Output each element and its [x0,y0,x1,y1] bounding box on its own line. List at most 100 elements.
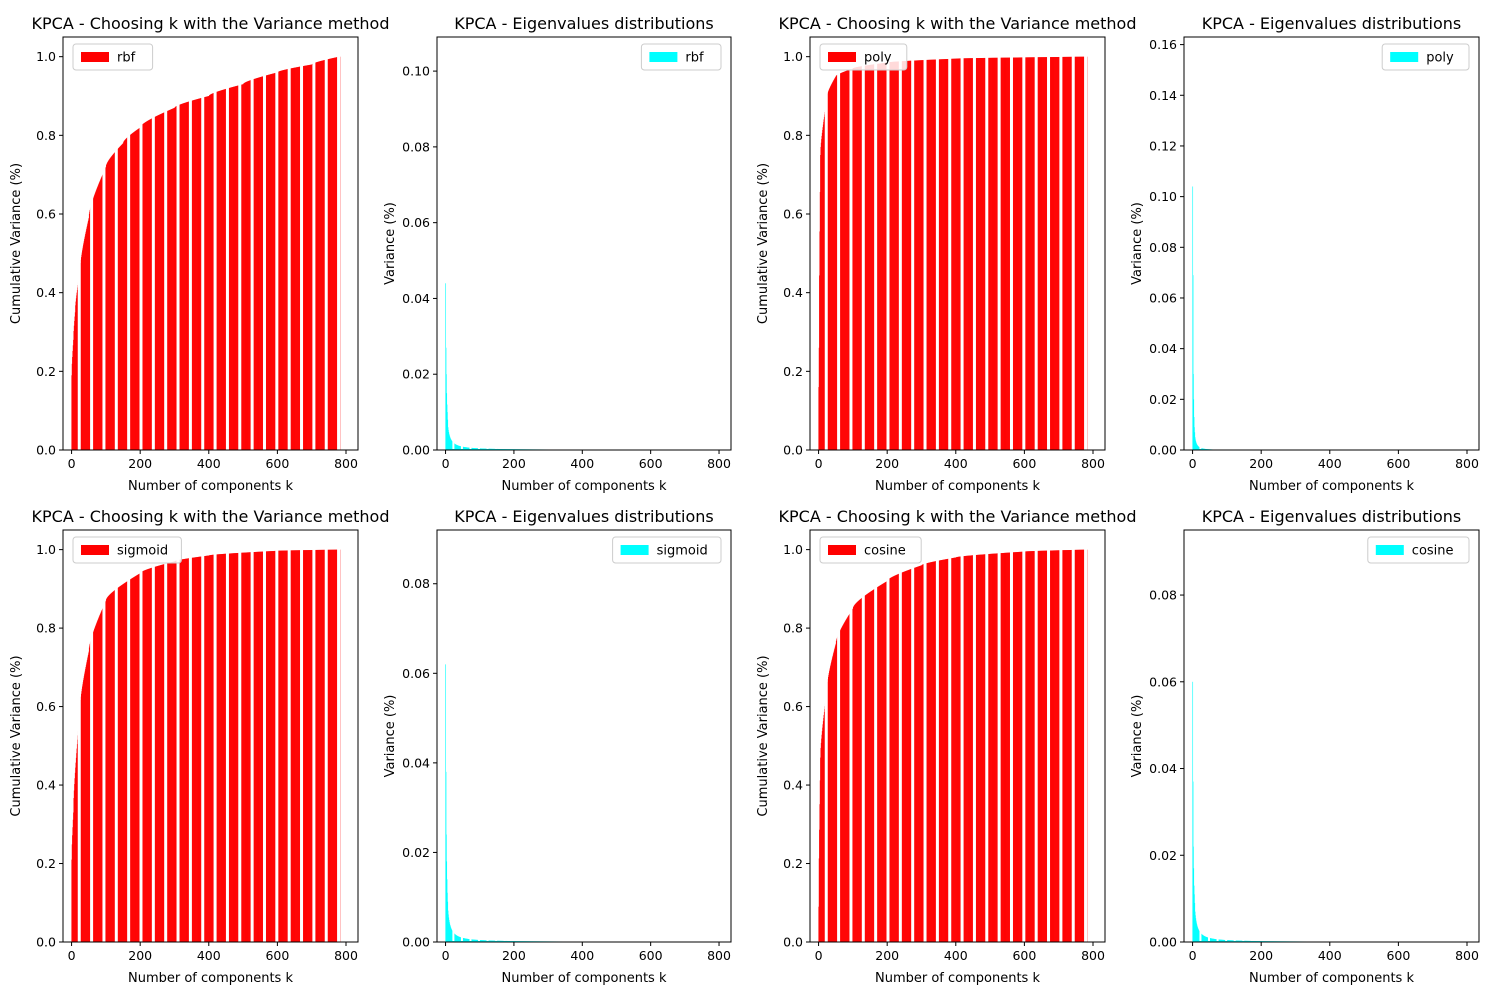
bar [833,80,834,450]
bar-gap [1276,37,1279,449]
bar [1204,448,1206,450]
bar [941,59,942,450]
bar [173,561,174,942]
bar [1012,57,1014,451]
bar [233,86,234,450]
bar [306,550,307,942]
bar [460,446,461,450]
legend-label: poly [864,51,892,66]
bar [331,549,333,942]
bar [833,79,835,450]
bar [207,555,209,942]
bar [80,259,82,450]
bar [142,123,144,451]
bar [910,60,911,450]
bar [120,585,122,942]
bar [1062,56,1063,450]
bar [959,58,961,450]
bar [489,448,490,450]
bar [272,73,274,451]
bar [447,419,449,450]
bar [257,77,258,451]
bar [156,116,157,450]
bar [236,85,238,450]
bar [96,622,98,942]
legend: poly [1381,43,1470,71]
bar [113,590,115,942]
bar [1057,57,1058,450]
bar [967,58,969,451]
bar [933,59,934,450]
bar [310,550,312,942]
bar [918,60,919,450]
y-tick-label: 0.8 [36,128,56,143]
bar [286,550,287,942]
bar [1014,57,1015,450]
bar [220,554,221,942]
bar [1067,56,1069,451]
bar [304,550,306,942]
bar [94,195,95,450]
bar [169,562,171,942]
bar [266,75,268,450]
bar [970,58,971,450]
bar [479,940,481,942]
bar [208,95,210,450]
bar [1020,57,1022,450]
bar [981,58,982,450]
bar [147,120,149,450]
bar [222,89,223,450]
bar [298,66,299,451]
bar [993,57,994,450]
bar [1013,57,1015,450]
bar-gap [337,37,341,450]
bar [1007,57,1008,450]
bar [818,387,820,450]
bar [307,65,308,450]
bar-gap [1439,37,1442,449]
bar [502,940,503,942]
subplot-rbf-eigen: 0 200 400 600 8000.000.020.040.060.080.10KPC… [383,14,732,494]
bar-gap [1071,37,1075,450]
bar [321,60,322,450]
bar [149,119,151,450]
bar [71,844,73,942]
bar [163,112,165,450]
bar [450,439,452,450]
bar [144,122,146,450]
bar [149,568,151,942]
bar [455,444,457,450]
bar [1065,56,1067,451]
bar [163,564,164,942]
bar [917,60,918,451]
bar-gap [127,37,131,450]
bar [460,446,462,450]
bar [170,562,172,942]
bar [465,447,467,450]
bar [915,60,917,450]
bar [1046,57,1047,450]
y-tick-label: 0.10 [402,64,430,79]
bar [188,101,189,451]
bar [990,57,992,451]
bar [136,575,137,942]
bar [451,441,453,450]
y-tick-label: 0.2 [36,856,56,871]
bar [882,63,884,451]
bar [230,553,232,942]
bar [335,57,336,451]
bar [224,553,226,942]
bar [1043,57,1045,450]
bar [486,448,488,450]
bar [258,551,260,942]
bar-gap [1208,37,1211,449]
y-tick-label: 0.00 [1149,443,1177,458]
bar [318,61,319,451]
bar [297,550,299,942]
bar [125,582,127,942]
bar [172,108,173,450]
bar [915,60,916,450]
bar [451,929,452,942]
legend-box [72,43,154,71]
bar-gap [495,37,498,449]
